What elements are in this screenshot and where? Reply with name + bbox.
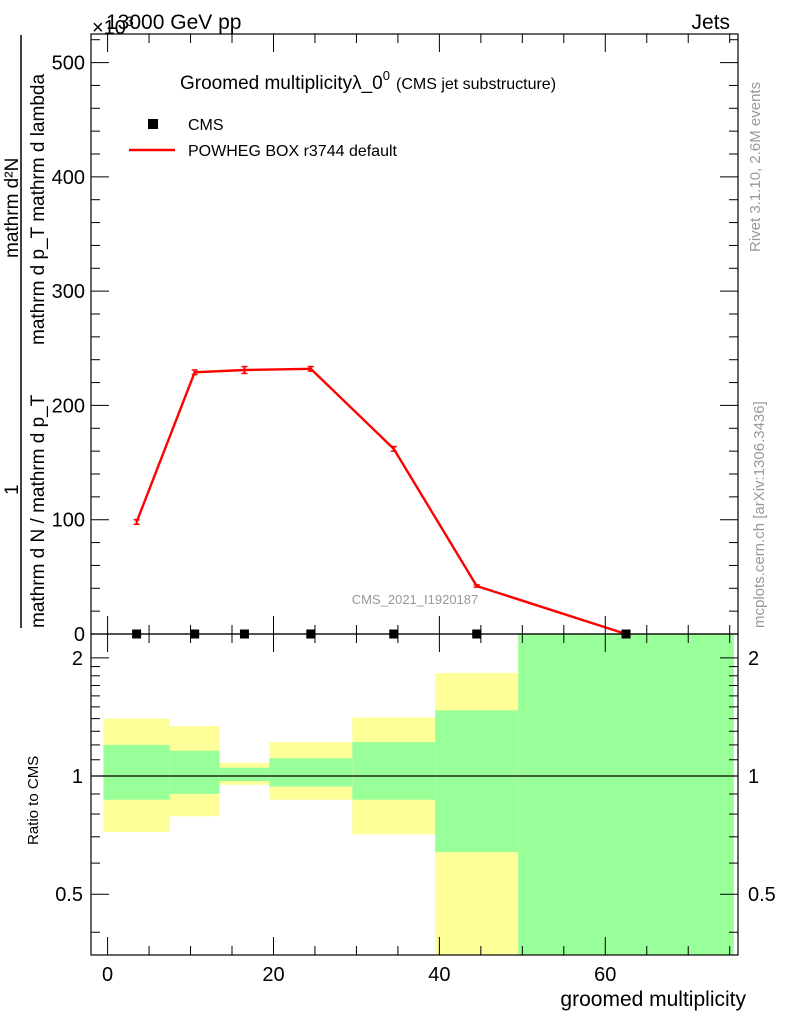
ylabel-numerator-line2: mathrm d p_T mathrm d lambda	[28, 74, 49, 345]
top-y-tick-label: 0	[74, 624, 85, 646]
top-y-tick-label: 500	[52, 53, 85, 75]
top-y-tick-label: 100	[52, 510, 85, 532]
legend-cms-label: CMS	[188, 117, 224, 134]
ratio-y-tick-label: 2	[72, 648, 83, 670]
frames	[90, 33, 739, 956]
header-left: 13000 GeV pp	[106, 11, 241, 34]
ylabel-numerator: mathrm d²N	[2, 158, 23, 258]
ratio-band-green	[269, 758, 353, 787]
top-ylabel: 1 mathrm d²N mathrm d p_T mathrm d lambd…	[2, 35, 49, 628]
rivet-label: Rivet 3.1.10, 2.6M events	[747, 82, 764, 252]
legend-cms-marker	[148, 119, 158, 129]
ratio-y-tick-label: 0.5	[55, 884, 83, 906]
legend-mc-label: POWHEG BOX r3744 default	[188, 143, 398, 160]
ratio-band-green	[103, 744, 170, 800]
ratio-ylabel: Ratio to CMS	[25, 756, 42, 845]
ratio-y-tick-label-right: 0.5	[748, 884, 776, 906]
plot-title: Groomed multiplicityλ_00(CMS jet substru…	[180, 68, 556, 94]
ratio-band-green	[518, 634, 734, 955]
x-tick-label: 60	[594, 964, 616, 986]
x-tick-label: 20	[262, 964, 284, 986]
x-tick-label: 40	[428, 964, 450, 986]
ratio-band-green	[352, 742, 436, 800]
watermark: CMS_2021_I1920187	[352, 592, 479, 607]
ylabel-denominator: mathrm d N / mathrm d p_T	[28, 394, 49, 628]
ylabel-prefix: 1	[2, 484, 23, 495]
ratio-y-tick-label-right: 1	[748, 766, 759, 788]
top-y-tick-label: 200	[52, 395, 85, 417]
ratio-y-tick-label-right: 2	[748, 648, 759, 670]
ratio-band-green	[169, 750, 220, 794]
ratio-y-tick-label: 1	[72, 766, 83, 788]
top-y-tick-label: 300	[52, 281, 85, 303]
ratio-band-green	[219, 767, 270, 782]
ratio-panel-frame	[90, 633, 739, 956]
x-axis-label: groomed multiplicity	[560, 988, 746, 1011]
top-y-tick-label: 400	[52, 167, 85, 189]
mcplots-label: mcplots.cern.ch [arXiv:1306.3436]	[751, 401, 768, 628]
ratio-bands	[91, 634, 738, 955]
x-tick-label: 0	[102, 964, 113, 986]
ratio-band-green	[435, 710, 519, 853]
header-right: Jets	[691, 11, 730, 34]
